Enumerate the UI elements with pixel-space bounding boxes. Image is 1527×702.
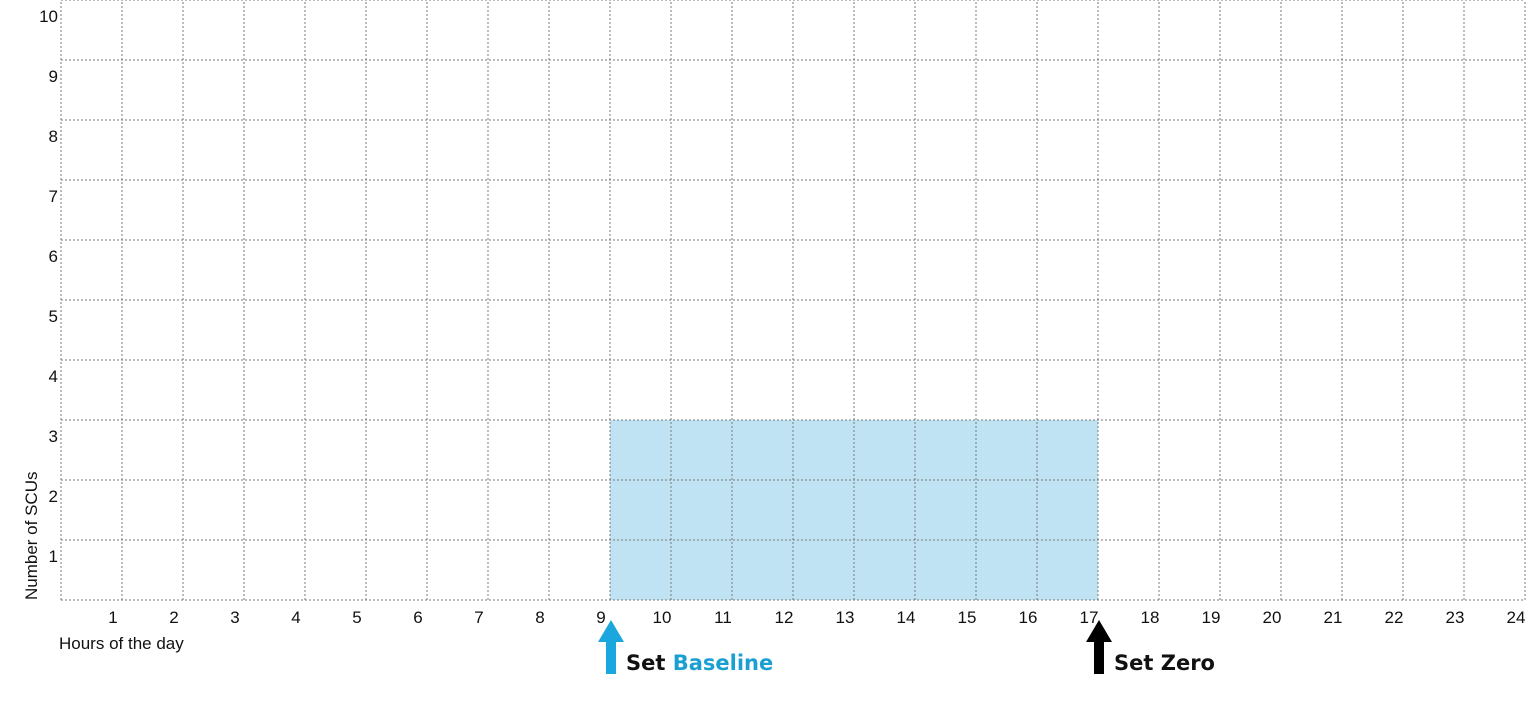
x-tick-label: 15 [958,608,977,627]
x-tick-label: 17 [1080,608,1099,627]
annotation-highlight: Zero [1161,651,1215,675]
y-tick-label: 10 [39,7,58,26]
y-tick-label: 2 [49,487,58,506]
x-tick-label: 1 [108,608,117,627]
annotation-arrow-zero [1086,620,1112,674]
x-axis-title: Hours of the day [59,634,184,653]
x-tick-label: 14 [897,608,916,627]
x-tick-label: 23 [1446,608,1465,627]
annotation-prefix: Set [1114,651,1161,675]
x-tick-label: 18 [1141,608,1160,627]
x-tick-label: 7 [474,608,483,627]
y-tick-label: 8 [49,127,58,146]
tick-label-layer: 1 2 3 4 5 6 7 8 9 10 11 12 13 14 15 16 17 18 19 20 21 22 23 241… [39,7,1525,627]
y-tick-label: 5 [49,307,58,326]
y-tick-label: 7 [49,187,58,206]
x-tick-label: 3 [230,608,239,627]
x-tick-label: 6 [413,608,422,627]
x-tick-label: 24 [1507,608,1526,627]
annotation-layer: Set Baseline Set Zero [598,620,1215,675]
x-tick-label: 2 [169,608,178,627]
annotation-prefix: Set [626,651,673,675]
x-tick-label: 20 [1263,608,1282,627]
y-tick-label: 9 [49,67,58,86]
x-tick-label: 5 [352,608,361,627]
x-tick-label: 16 [1019,608,1038,627]
x-tick-label: 12 [775,608,794,627]
annotation-label: Set Zero [1114,651,1215,675]
y-axis-title: Number of SCUs [22,472,41,600]
x-tick-label: 19 [1202,608,1221,627]
y-tick-label: 3 [49,427,58,446]
y-tick-label: 1 [49,547,58,566]
x-tick-label: 8 [535,608,544,627]
x-tick-label: 9 [596,608,605,627]
annotation-highlight: Baseline [673,651,774,675]
annotation-zero: Set Zero [1086,620,1215,675]
x-tick-label: 13 [836,608,855,627]
annotation-label: Set Baseline [626,651,773,675]
annotation-baseline: Set Baseline [598,620,773,675]
x-tick-label: 4 [291,608,300,627]
y-tick-label: 6 [49,247,58,266]
y-tick-label: 4 [49,367,58,386]
x-tick-label: 11 [714,608,732,627]
x-tick-label: 21 [1324,608,1343,627]
x-tick-label: 10 [653,608,672,627]
annotation-arrow-baseline [598,620,624,674]
grid-layer [60,0,1526,601]
x-tick-label: 22 [1385,608,1404,627]
